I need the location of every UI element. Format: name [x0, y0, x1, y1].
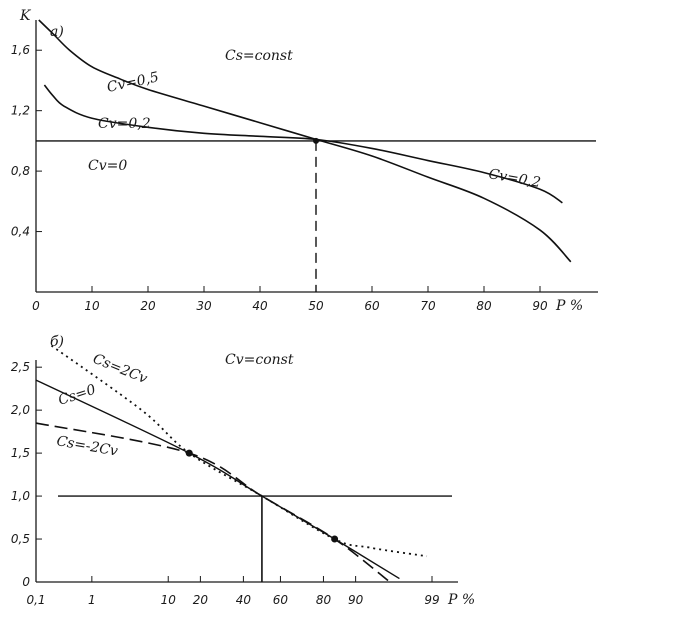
series-cv-0-label: Cv=0: [88, 158, 127, 174]
panel-b-x-tick-label: 99: [424, 593, 439, 607]
panel-b-x-tick-label: 80: [316, 593, 332, 607]
series-cv-0-5-label: Cv=0,5: [106, 69, 161, 96]
panel-b-y-tick-label: 0,5: [11, 532, 30, 546]
panel-a-x-tick-label: 20: [140, 299, 156, 313]
series-cs-2cv-label: Cs=2Cv: [91, 351, 150, 387]
panel-a-x-ticks: 0 10 20 30 40 50 60 70 80 90: [32, 286, 548, 313]
panel-a-x-tick-label: 40: [252, 299, 268, 313]
panel-a-x-tick-label: 90: [532, 299, 548, 313]
panel-a-x-tick-label: 30: [196, 299, 212, 313]
panel-b-x-tick-label: 0,1: [26, 593, 45, 607]
series-cs-minus-2cv-line: [35, 422, 391, 583]
panel-a-label: a): [50, 24, 64, 40]
panel-a-xlabel: P %: [555, 298, 583, 314]
panel-b-y-tick-label: 2,5: [11, 360, 30, 374]
panel-b-x-tick-label: 10: [161, 593, 177, 607]
panel-a-x-tick-label: 50: [308, 299, 324, 313]
panel-a-x-tick-label: 0: [32, 299, 40, 313]
panel-b-x-tick-label: 60: [273, 593, 289, 607]
panel-a-y-tick-label: 1,6: [11, 43, 30, 57]
panel-a-x-tick-label: 80: [476, 299, 492, 313]
panel-b-xlabel: P %: [447, 592, 475, 608]
series-cv-0-2-right-label: Cv=0,2: [487, 166, 542, 191]
panel-b-label: б): [50, 334, 64, 350]
series-cv-0-5-line: [38, 19, 572, 263]
series-cv-0-2-line: [43, 84, 563, 204]
panel-b-y-tick-label: 0: [22, 575, 30, 589]
panel-b-x-ticks: 0,1 1 10 20 40 60 80 90 99: [26, 576, 440, 607]
panel-b-x-tick-label: 20: [193, 593, 209, 607]
panel-a-y-tick-label: 0,8: [11, 164, 30, 178]
panel-b-annotation: Cv=const: [225, 352, 294, 368]
panel-a-ylabel: K: [19, 8, 32, 24]
panel-a-median-point: [313, 137, 319, 144]
series-cv-0-2-label: Cv=0,2: [98, 116, 151, 132]
panel-b-x-tick-label: 40: [236, 593, 252, 607]
panel-a-x-tick-label: 60: [364, 299, 380, 313]
panel-a-y-tick-label: 1,2: [11, 104, 30, 118]
panel-b-y-tick-label: 1,5: [11, 446, 30, 460]
panel-b-x-tick-label: 90: [348, 593, 364, 607]
panel-b-y-ticks: 0 0,5 1,0 1,5 2,0 2,5: [11, 360, 42, 589]
panel-a-y-ticks: 0,4 0,8 1,2 1,6: [11, 43, 42, 239]
panel-b-y-tick-label: 2,0: [11, 403, 30, 417]
panel-a-y-tick-label: 0,4: [11, 225, 30, 239]
series-cs-2cv-line: [50, 344, 428, 558]
panel-b-x-tick-label: 1: [88, 593, 96, 607]
panel-b-y-tick-label: 1,0: [11, 489, 30, 503]
panel-b-point-p16: [185, 449, 193, 457]
panel-b: б) Cv=const P % 0,1 1 10 20 40 60 80 90 99 0 0,5 1…: [11, 334, 475, 608]
panel-a: K a) Cs=const P % 0 10 20 30 40 50 60 70 80 90 0,…: [11, 8, 598, 314]
panel-b-point-p84: [331, 535, 339, 543]
panel-a-x-tick-label: 10: [84, 299, 100, 313]
series-cs-minus-2cv-label: Cs=-2Cv: [55, 433, 119, 460]
panel-a-annotation: Cs=const: [225, 48, 293, 64]
panel-a-x-tick-label: 70: [420, 299, 436, 313]
series-cs-0-label: Cs=0: [56, 382, 98, 409]
series-cs-0-line: [35, 379, 400, 580]
